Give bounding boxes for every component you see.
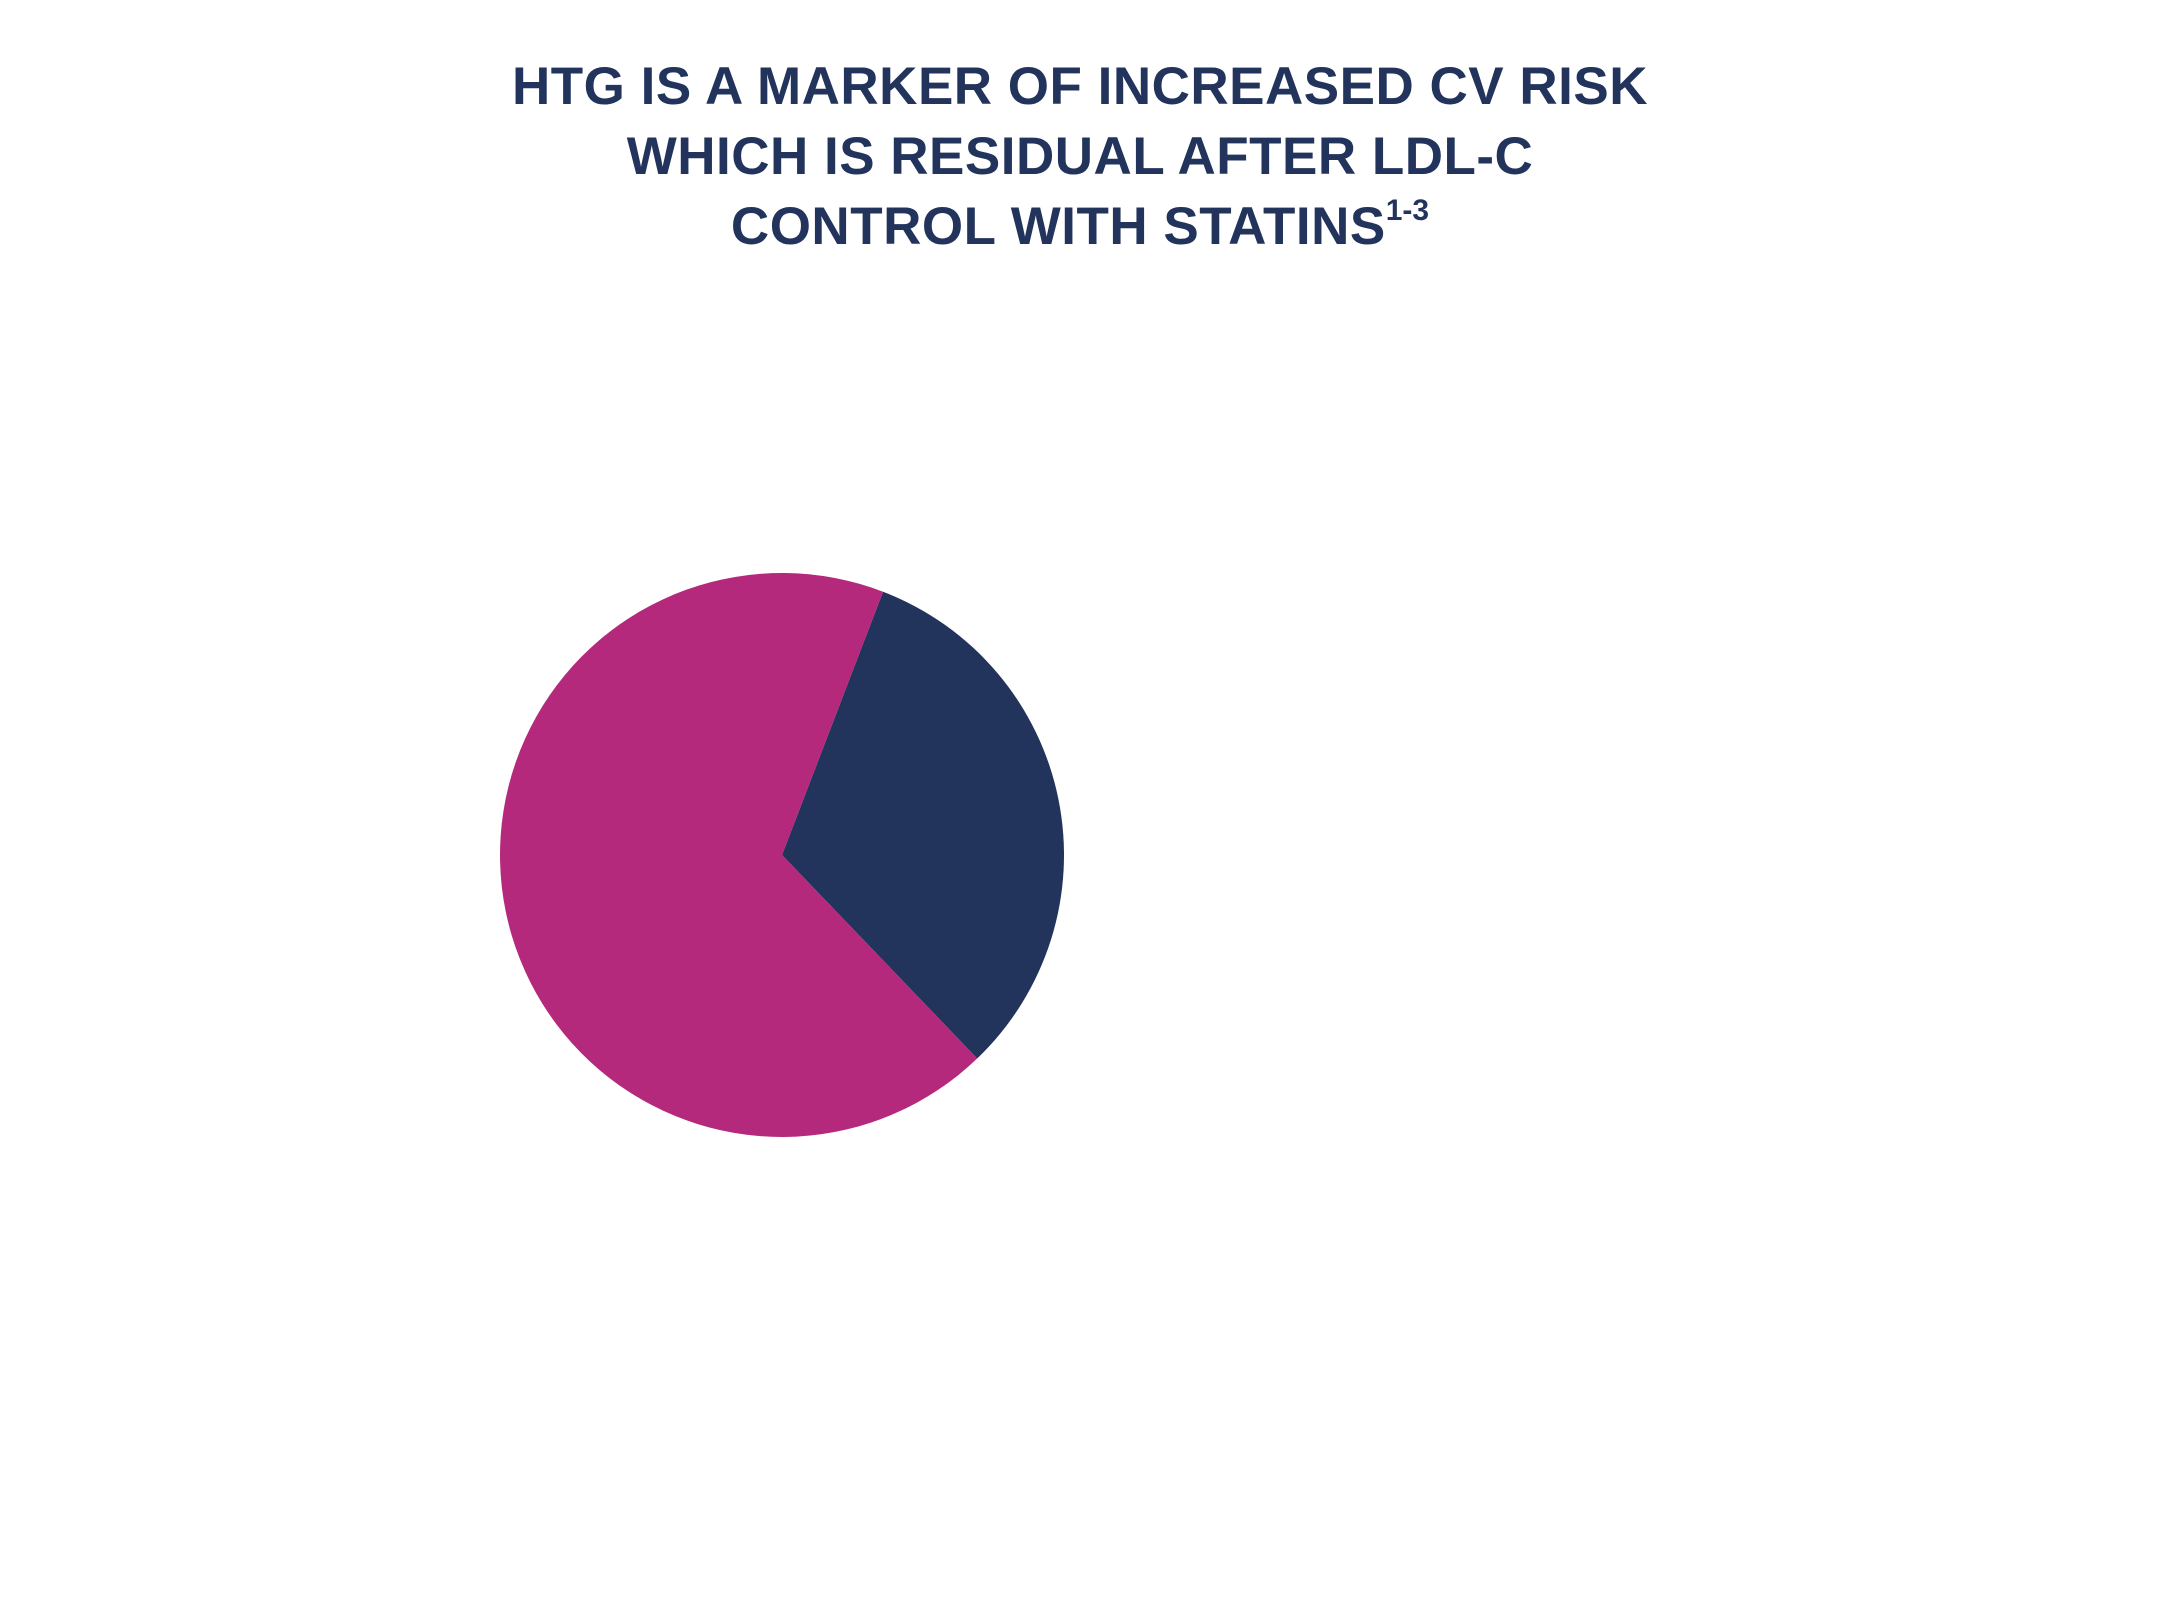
title-line-2: WHICH IS RESIDUAL AFTER LDL-C — [626, 127, 1534, 186]
chart-title: HTG IS A MARKER OF INCREASED CV RISK WHI… — [380, 52, 1780, 262]
title-line-1: HTG IS A MARKER OF INCREASED CV RISK — [512, 57, 1648, 116]
title-line-3-text: CONTROL WITH STATINS — [730, 197, 1386, 256]
pie-slice-2 — [499, 572, 978, 1138]
pie-slice-1 — [782, 591, 1064, 1059]
pie-slices — [499, 572, 1064, 1138]
title-line-3: CONTROL WITH STATINS1-3 — [380, 192, 1780, 262]
title-reference-superscript: 1-3 — [1385, 194, 1430, 227]
